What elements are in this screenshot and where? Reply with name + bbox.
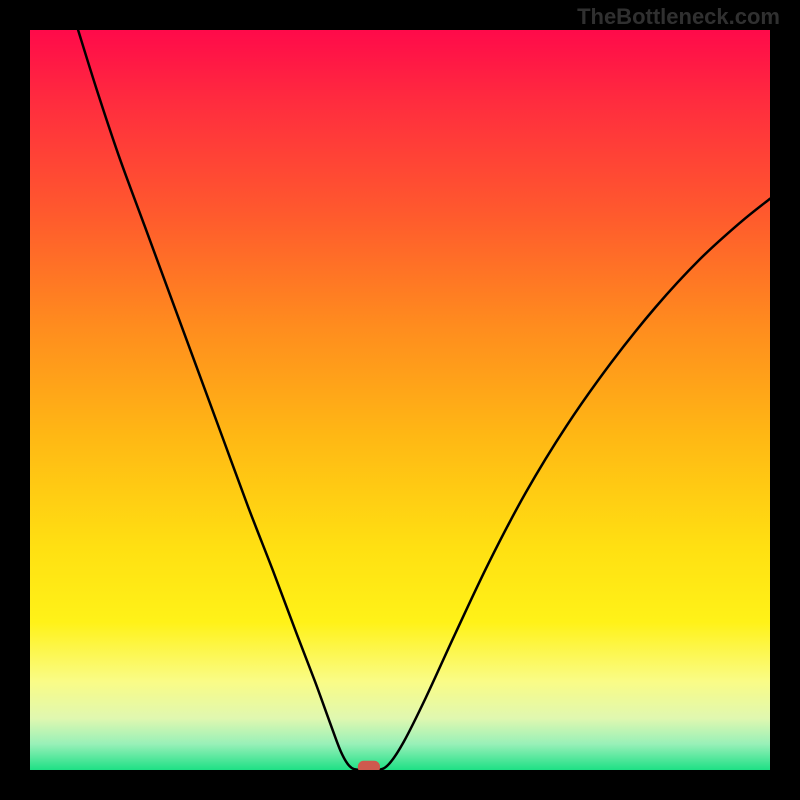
bottleneck-chart bbox=[30, 30, 770, 770]
frame-bottom bbox=[0, 770, 800, 800]
optimum-marker bbox=[358, 761, 380, 770]
frame-right bbox=[770, 0, 800, 800]
chart-background bbox=[30, 30, 770, 770]
frame-left bbox=[0, 0, 30, 800]
watermark-text: TheBottleneck.com bbox=[577, 4, 780, 30]
